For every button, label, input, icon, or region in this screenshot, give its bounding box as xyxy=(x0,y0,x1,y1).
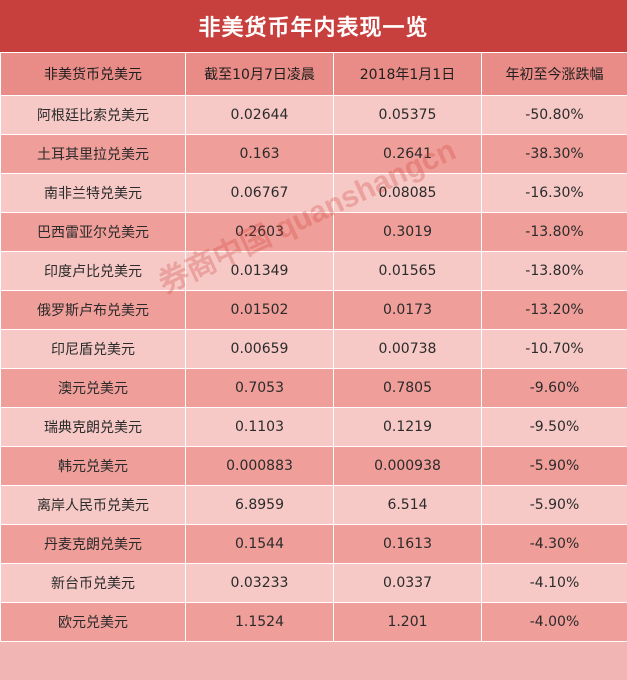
cell-start-rate: 0.0337 xyxy=(333,563,482,603)
cell-start-rate: 0.1613 xyxy=(333,524,482,564)
header-current-rate: 截至10月7日凌晨 xyxy=(185,52,334,96)
cell-start-rate: 0.3019 xyxy=(333,212,482,252)
cell-ytd-change: -5.90% xyxy=(481,446,627,486)
cell-start-rate: 0.08085 xyxy=(333,173,482,213)
table-row: 巴西雷亚尔兑美元 0.2603 0.3019 -13.80% xyxy=(0,212,627,252)
cell-ytd-change: -16.30% xyxy=(481,173,627,213)
currency-table: 非美货币兑美元 截至10月7日凌晨 2018年1月1日 年初至今涨跌幅 阿根廷比… xyxy=(0,52,627,642)
header-row: 非美货币兑美元 截至10月7日凌晨 2018年1月1日 年初至今涨跌幅 xyxy=(0,52,627,96)
cell-current-rate: 0.03233 xyxy=(185,563,334,603)
cell-ytd-change: -5.90% xyxy=(481,485,627,525)
cell-current-rate: 0.000883 xyxy=(185,446,334,486)
table-row: 印尼盾兑美元 0.00659 0.00738 -10.70% xyxy=(0,329,627,369)
cell-currency-pair: 俄罗斯卢布兑美元 xyxy=(0,290,186,330)
cell-ytd-change: -4.30% xyxy=(481,524,627,564)
cell-currency-pair: 南非兰特兑美元 xyxy=(0,173,186,213)
cell-current-rate: 6.8959 xyxy=(185,485,334,525)
cell-current-rate: 1.1524 xyxy=(185,602,334,642)
cell-start-rate: 0.2641 xyxy=(333,134,482,174)
cell-start-rate: 0.01565 xyxy=(333,251,482,291)
cell-currency-pair: 欧元兑美元 xyxy=(0,602,186,642)
table-row: 南非兰特兑美元 0.06767 0.08085 -16.30% xyxy=(0,173,627,213)
cell-ytd-change: -10.70% xyxy=(481,329,627,369)
cell-current-rate: 0.01502 xyxy=(185,290,334,330)
cell-currency-pair: 土耳其里拉兑美元 xyxy=(0,134,186,174)
header-start-rate: 2018年1月1日 xyxy=(333,52,482,96)
table-row: 丹麦克朗兑美元 0.1544 0.1613 -4.30% xyxy=(0,524,627,564)
table-body: 阿根廷比索兑美元 0.02644 0.05375 -50.80% 土耳其里拉兑美元 0.1… xyxy=(0,95,627,642)
header-ytd-change: 年初至今涨跌幅 xyxy=(481,52,627,96)
cell-ytd-change: -50.80% xyxy=(481,95,627,135)
cell-current-rate: 0.7053 xyxy=(185,368,334,408)
cell-ytd-change: -13.20% xyxy=(481,290,627,330)
cell-ytd-change: -13.80% xyxy=(481,251,627,291)
table-header: 非美货币兑美元 截至10月7日凌晨 2018年1月1日 年初至今涨跌幅 xyxy=(0,52,627,96)
table-row: 欧元兑美元 1.1524 1.201 -4.00% xyxy=(0,602,627,642)
table-row: 澳元兑美元 0.7053 0.7805 -9.60% xyxy=(0,368,627,408)
cell-currency-pair: 丹麦克朗兑美元 xyxy=(0,524,186,564)
cell-current-rate: 0.1103 xyxy=(185,407,334,447)
cell-ytd-change: -4.10% xyxy=(481,563,627,603)
table-row: 新台币兑美元 0.03233 0.0337 -4.10% xyxy=(0,563,627,603)
cell-current-rate: 0.00659 xyxy=(185,329,334,369)
cell-start-rate: 0.1219 xyxy=(333,407,482,447)
cell-ytd-change: -4.00% xyxy=(481,602,627,642)
table-row: 印度卢比兑美元 0.01349 0.01565 -13.80% xyxy=(0,251,627,291)
cell-start-rate: 0.000938 xyxy=(333,446,482,486)
cell-start-rate: 1.201 xyxy=(333,602,482,642)
cell-ytd-change: -38.30% xyxy=(481,134,627,174)
cell-currency-pair: 印尼盾兑美元 xyxy=(0,329,186,369)
cell-current-rate: 0.06767 xyxy=(185,173,334,213)
cell-ytd-change: -9.50% xyxy=(481,407,627,447)
table-title: 非美货币年内表现一览 xyxy=(0,0,627,52)
cell-ytd-change: -9.60% xyxy=(481,368,627,408)
table-row: 韩元兑美元 0.000883 0.000938 -5.90% xyxy=(0,446,627,486)
header-currency-pair: 非美货币兑美元 xyxy=(0,52,186,96)
cell-currency-pair: 新台币兑美元 xyxy=(0,563,186,603)
cell-currency-pair: 韩元兑美元 xyxy=(0,446,186,486)
cell-start-rate: 6.514 xyxy=(333,485,482,525)
cell-current-rate: 0.163 xyxy=(185,134,334,174)
cell-currency-pair: 离岸人民币兑美元 xyxy=(0,485,186,525)
cell-currency-pair: 巴西雷亚尔兑美元 xyxy=(0,212,186,252)
cell-current-rate: 0.02644 xyxy=(185,95,334,135)
table-row: 瑞典克朗兑美元 0.1103 0.1219 -9.50% xyxy=(0,407,627,447)
cell-start-rate: 0.00738 xyxy=(333,329,482,369)
table-row: 阿根廷比索兑美元 0.02644 0.05375 -50.80% xyxy=(0,95,627,135)
cell-currency-pair: 阿根廷比索兑美元 xyxy=(0,95,186,135)
cell-start-rate: 0.05375 xyxy=(333,95,482,135)
cell-current-rate: 0.2603 xyxy=(185,212,334,252)
cell-currency-pair: 印度卢比兑美元 xyxy=(0,251,186,291)
cell-currency-pair: 澳元兑美元 xyxy=(0,368,186,408)
cell-current-rate: 0.01349 xyxy=(185,251,334,291)
table-row: 土耳其里拉兑美元 0.163 0.2641 -38.30% xyxy=(0,134,627,174)
cell-start-rate: 0.0173 xyxy=(333,290,482,330)
cell-current-rate: 0.1544 xyxy=(185,524,334,564)
cell-currency-pair: 瑞典克朗兑美元 xyxy=(0,407,186,447)
table-row: 俄罗斯卢布兑美元 0.01502 0.0173 -13.20% xyxy=(0,290,627,330)
table-row: 离岸人民币兑美元 6.8959 6.514 -5.90% xyxy=(0,485,627,525)
cell-start-rate: 0.7805 xyxy=(333,368,482,408)
cell-ytd-change: -13.80% xyxy=(481,212,627,252)
